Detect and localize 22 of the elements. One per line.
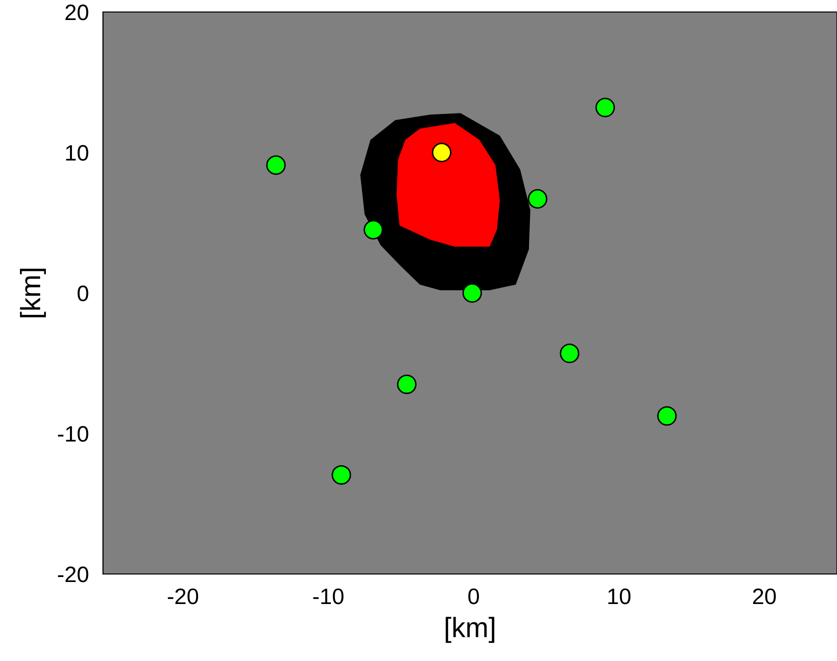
point <box>332 465 352 485</box>
y-tick-label: 10 <box>66 145 88 161</box>
point <box>462 283 482 303</box>
point <box>364 220 384 240</box>
x-tick-label: 20 <box>753 588 776 604</box>
y-tick-label: -10 <box>58 426 88 442</box>
point <box>266 155 286 175</box>
x-tick-label: -10 <box>313 588 344 604</box>
x-tick-label: -20 <box>168 588 198 604</box>
point <box>595 98 615 118</box>
point <box>397 374 417 394</box>
x-tick-label: 10 <box>608 588 630 604</box>
point <box>560 344 580 364</box>
y-tick-label: -20 <box>58 566 88 582</box>
x-tick-label: 0 <box>468 588 479 604</box>
point <box>528 189 548 209</box>
y-tick-label: 20 <box>66 4 88 20</box>
point <box>657 406 677 426</box>
y-axis-title: [km] <box>20 268 46 318</box>
y-tick-label: 0 <box>78 286 88 302</box>
point <box>432 142 452 162</box>
x-axis-title: [km] <box>446 616 494 643</box>
